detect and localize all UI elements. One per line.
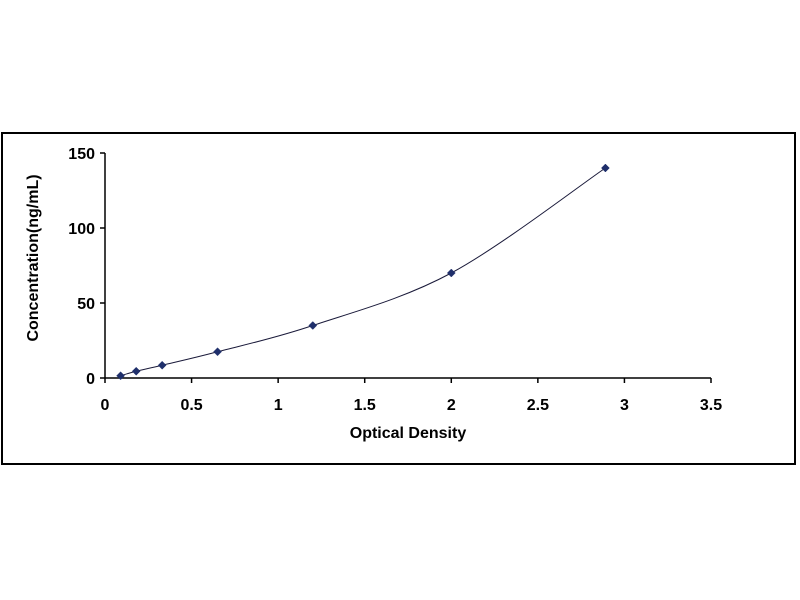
y-axis-ticks: 0 50 100 150: [68, 146, 105, 388]
x-axis-title: Optical Density: [350, 425, 467, 442]
y-tick-label: 150: [68, 146, 95, 163]
data-point-marker: [446, 268, 456, 278]
y-tick-label: 0: [86, 371, 95, 388]
data-point-marker: [116, 371, 125, 381]
chart-frame: [1, 132, 796, 465]
x-tick-label: 0: [101, 397, 110, 414]
x-tick-label: 2: [447, 397, 456, 414]
x-axis-ticks: 0 0.5 1 1.5 2 2.5 3 3.5: [101, 378, 722, 414]
plot-area: 0 0.5 1 1.5 2 2.5 3 3.5 0 50 100 150: [68, 146, 722, 414]
x-tick-label: 3.5: [700, 397, 722, 414]
data-point-marker: [213, 347, 222, 357]
data-point-marker: [157, 360, 167, 370]
data-point-marker: [601, 163, 610, 173]
x-tick-label: 0.5: [180, 397, 202, 414]
x-tick-label: 3: [620, 397, 629, 414]
y-tick-label: 100: [68, 221, 95, 238]
y-axis-title: Concentration(ng/mL): [25, 174, 42, 341]
data-point-marker: [131, 366, 141, 376]
data-point-marker: [308, 321, 318, 330]
data-points: [116, 163, 610, 381]
x-tick-label: 1.5: [354, 397, 376, 414]
fitted-curve: [120, 167, 606, 377]
x-tick-label: 1: [274, 397, 283, 414]
y-tick-label: 50: [77, 296, 95, 313]
x-tick-label: 2.5: [527, 397, 549, 414]
